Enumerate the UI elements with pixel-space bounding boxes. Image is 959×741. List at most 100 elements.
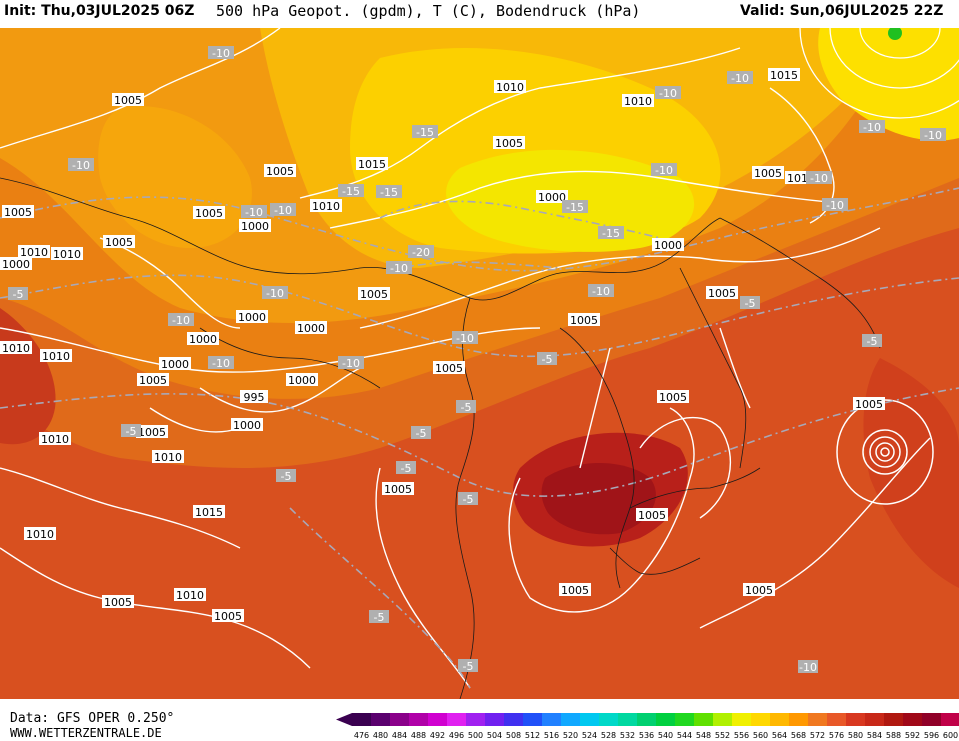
colorbar-swatch [884,713,904,726]
pressure-label: 1005 [706,286,738,300]
svg-text:-5: -5 [401,462,412,475]
temperature-label: -15 [338,184,364,198]
pressure-label: 1005 [493,136,525,150]
svg-text:1000: 1000 [538,191,566,204]
warm-region-pacific [863,358,959,588]
colorbar-swatch [466,713,486,726]
pressure-label: 1005 [102,595,134,609]
svg-text:-20: -20 [412,246,430,259]
svg-text:-5: -5 [867,335,878,348]
temperature-label: -10 [655,86,681,100]
svg-text:1005: 1005 [138,426,166,439]
svg-text:-5: -5 [374,611,385,624]
colorbar-swatch [637,713,657,726]
pressure-label: 1010 [18,245,50,259]
colorbar-tick-label: 588 [886,731,901,740]
colorbar-tick-label: 528 [601,731,616,740]
svg-text:1005: 1005 [105,236,133,249]
pressure-label: 1010 [24,527,56,541]
svg-text:-15: -15 [602,227,620,240]
temperature-label: -5 [121,424,141,438]
temperature-label: -5 [458,492,478,506]
temperature-label: -5 [537,352,557,366]
colorbar-swatch [789,713,809,726]
temperature-label: -10 [386,261,412,275]
colorbar-tick-label: 572 [810,731,825,740]
colorbar-swatch [447,713,467,726]
svg-text:1005: 1005 [754,167,782,180]
colorbar-swatch [903,713,923,726]
temperature-label: -10 [208,46,234,60]
colorbar-tick-label: 596 [924,731,939,740]
svg-text:-10: -10 [456,332,474,345]
svg-text:1005: 1005 [4,206,32,219]
pressure-label: 1000 [239,219,271,233]
northeast-isobars [799,0,959,119]
pressure-label: 1010 [174,588,206,602]
temperature-label: -5 [369,610,389,624]
colorbar-tick-label: 488 [411,731,426,740]
chart-footer: Data: GFS OPER 0.250° WWW.WETTERZENTRALE… [0,699,959,741]
svg-text:-5: -5 [416,427,427,440]
svg-text:1005: 1005 [855,398,883,411]
colorbar-swatch [865,713,885,726]
colorbar-tick-label: 536 [639,731,654,740]
svg-text:1015: 1015 [195,506,223,519]
svg-text:-5: -5 [126,425,137,438]
colorbar-tick-label: 500 [468,731,483,740]
colorbar-tick-label: 508 [506,731,521,740]
temperature-label: -10 [588,284,614,298]
pressure-label: 1005 [657,390,689,404]
svg-text:-10: -10 [655,164,673,177]
temperature-label: -10 [822,198,848,212]
colorbar-swatch [599,713,619,726]
svg-text:1000: 1000 [233,419,261,432]
pressure-label: 1005 [264,164,296,178]
svg-text:-5: -5 [281,470,292,483]
colorbar-tick-label: 540 [658,731,673,740]
colorbar-swatch [808,713,828,726]
colorbar-tick-label: 512 [525,731,540,740]
temperature-label: -5 [740,296,760,310]
temperature-label: -5 [8,287,28,301]
svg-text:-15: -15 [566,201,584,214]
pressure-label: 1005 [212,609,244,623]
svg-text:1000: 1000 [238,311,266,324]
pressure-label: 1015 [356,157,388,171]
svg-text:-10: -10 [266,287,284,300]
colorbar-swatch [561,713,581,726]
svg-text:1010: 1010 [42,350,70,363]
pressure-label: 1000 [652,238,684,252]
svg-text:-15: -15 [416,126,434,139]
temperature-label: -10 [806,171,832,185]
init-time: Init: Thu,03JUL2025 06Z [4,3,195,19]
svg-text:1010: 1010 [53,248,81,261]
svg-text:-10: -10 [924,129,942,142]
pressure-label: 1005 [112,93,144,107]
website-credit: WWW.WETTERZENTRALE.DE [10,726,162,740]
colorbar-swatch [618,713,638,726]
pressure-label: 1005 [568,313,600,327]
valid-time: Valid: Sun,06JUL2025 22Z [740,3,944,19]
colorbar-tick-label: 516 [544,731,559,740]
colorbar-swatch [390,713,410,726]
pressure-label: 1000 [159,357,191,371]
chart-title: 500 hPa Geopot. (gpdm), T (C), Bodendruc… [216,2,641,20]
colorbar-swatch [827,713,847,726]
pressure-label: 1000 [231,418,263,432]
svg-text:-10: -10 [731,72,749,85]
colorbar-swatch [713,713,733,726]
colorbar-legend: 476 480 484 488 492 496 500 504 508 512 516 520 524 5… [336,713,959,740]
svg-text:-5: -5 [463,660,474,673]
pressure-label: 1015 [193,505,225,519]
svg-text:-10: -10 [212,357,230,370]
temperature-label: -10 [270,203,296,217]
pressure-label-group: 1005 1010 1015 1010 1015 1005 1005 1015 … [0,68,885,623]
pressure-label: 1000 [236,310,268,324]
temperature-label: -5 [456,400,476,414]
colorbar-arrow-left [336,713,352,726]
colorbar-swatch [732,713,752,726]
colorbar-swatch [371,713,391,726]
pressure-label: 1015 [768,68,800,82]
colorbar-tick-label: 480 [373,731,388,740]
